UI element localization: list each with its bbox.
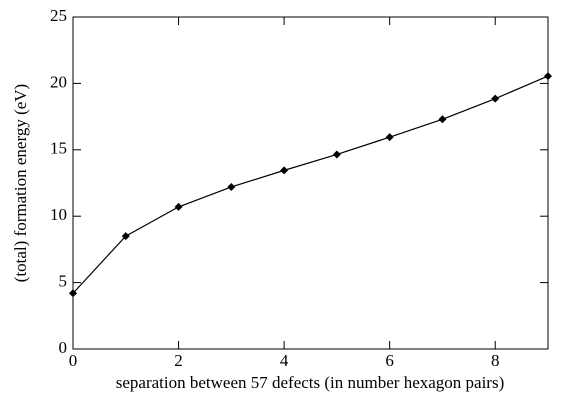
- x-tick-label: 4: [280, 351, 289, 370]
- x-tick-label: 6: [385, 351, 394, 370]
- y-tick-label: 25: [50, 6, 67, 25]
- data-point: [332, 150, 341, 159]
- data-point: [491, 94, 500, 103]
- plot-frame: [72, 16, 549, 350]
- data-point: [227, 182, 236, 191]
- data-point: [174, 202, 183, 211]
- data-point: [121, 232, 130, 241]
- y-axis-title: (total) formation energy (eV): [11, 84, 30, 282]
- x-tick-label: 0: [69, 351, 78, 370]
- data-line: [72, 75, 549, 294]
- y-tick-label: 0: [59, 338, 68, 357]
- data-point: [544, 72, 552, 81]
- y-tick-label: 5: [59, 272, 68, 291]
- y-tick-label: 20: [50, 72, 67, 91]
- x-tick-label: 8: [491, 351, 500, 370]
- data-point: [280, 166, 289, 175]
- data-point: [69, 289, 77, 298]
- x-tick-label: 2: [174, 351, 183, 370]
- x-axis-title: separation between 57 defects (in number…: [116, 373, 505, 392]
- data-point: [385, 133, 394, 142]
- y-tick-label: 10: [50, 205, 67, 224]
- data-point: [438, 115, 447, 124]
- y-tick-label: 15: [50, 139, 67, 158]
